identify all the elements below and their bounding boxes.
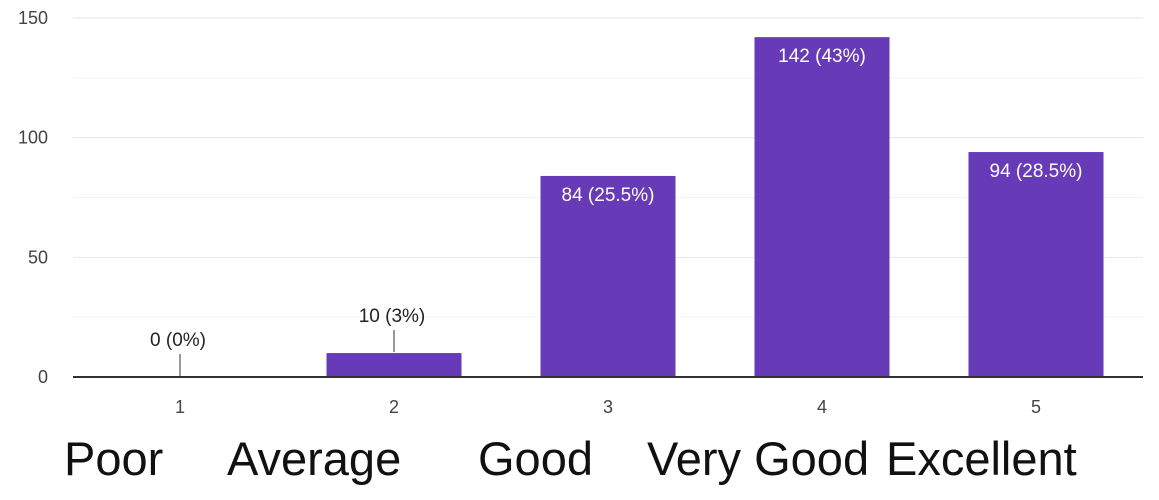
bar (326, 353, 462, 377)
bar-chart: 0 50 100 150 0 (0%) 1 10 (3%) 2 84 (25.5%) 3 142 (… (18, 8, 1143, 417)
x-tick-label: 5 (1031, 397, 1041, 417)
bar (968, 152, 1104, 377)
bar (754, 37, 890, 377)
y-tick-label: 0 (38, 367, 48, 387)
bar (540, 175, 676, 377)
bar-data-label: 10 (3%) (359, 306, 426, 327)
bar-data-label: 0 (0%) (150, 330, 206, 351)
y-tick-label: 100 (18, 128, 48, 148)
rating-name-very-good: Very Good (647, 432, 870, 485)
bar-data-label: 94 (28.5%) (990, 161, 1083, 182)
x-tick-label: 3 (603, 397, 613, 417)
rating-name-poor: Poor (64, 432, 164, 485)
rating-scale-labels: Poor Average Good Very Good Excellent (0, 418, 1159, 500)
rating-name-average: Average (227, 432, 402, 485)
bar-data-label: 84 (25.5%) (562, 185, 655, 206)
rating-name-good: Good (478, 432, 593, 485)
x-tick-label: 4 (817, 397, 827, 417)
x-tick-label: 1 (175, 397, 185, 417)
bar-data-label: 142 (43%) (778, 46, 866, 67)
y-tick-label: 50 (28, 247, 48, 267)
rating-name-excellent: Excellent (886, 432, 1077, 485)
y-tick-label: 150 (18, 8, 48, 28)
x-tick-label: 2 (389, 397, 399, 417)
